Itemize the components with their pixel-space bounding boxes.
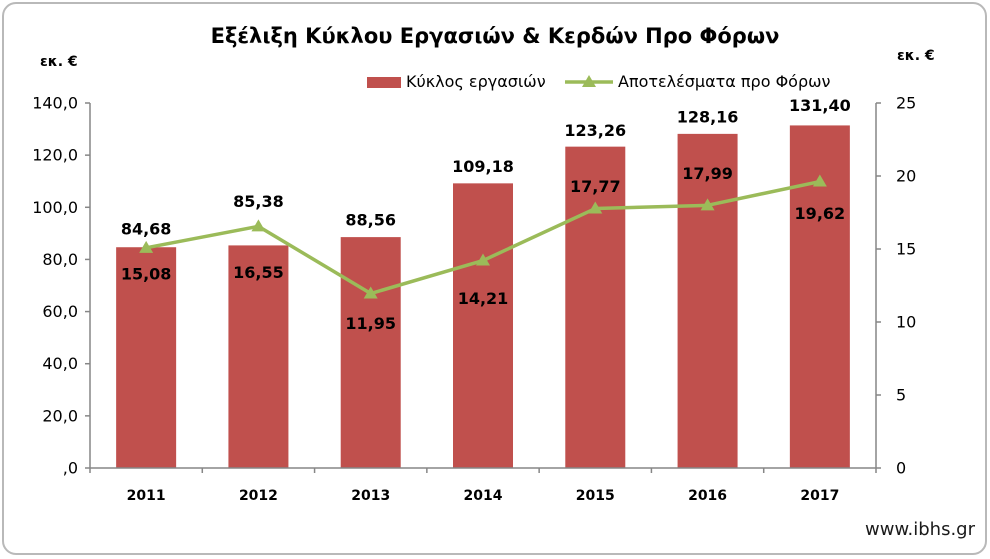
- y-left-tick-label: 60,0: [42, 302, 78, 321]
- y-left-tick-label: 140,0: [32, 94, 78, 113]
- y-right-tick-label: 25: [896, 94, 916, 113]
- x-tick-label-2013: 2013: [351, 488, 390, 504]
- bar-2016: [677, 133, 738, 468]
- y-right-tick-label: 5: [896, 386, 906, 405]
- x-tick-label-2012: 2012: [239, 488, 278, 504]
- legend-key-revenue-bar: [367, 77, 401, 88]
- y-left-tick-label: 80,0: [42, 250, 78, 269]
- y-right-tick-label: 20: [896, 167, 916, 186]
- y-right-tick-label: 0: [896, 459, 906, 478]
- profit-marker-2011: [139, 240, 154, 253]
- bar-data-label-2017: 131,40: [789, 96, 851, 115]
- y-right-tick-label: 10: [896, 313, 916, 332]
- bar-data-label-2014: 109,18: [452, 157, 514, 176]
- profit-marker-2012: [251, 219, 266, 232]
- line-data-label-2011: 15,08: [121, 264, 172, 283]
- x-tick-label-2017: 2017: [800, 488, 839, 504]
- site-url-label: www.ibhs.gr: [865, 519, 975, 540]
- legend-label-revenue: Κύκλος εργασιών: [406, 72, 546, 91]
- y-left-tick-label: ,0: [63, 459, 78, 478]
- bar-data-label-2012: 85,38: [233, 192, 284, 211]
- y-left-tick-label: 100,0: [32, 198, 78, 217]
- line-data-label-2012: 16,55: [233, 263, 284, 282]
- bar-data-label-2013: 88,56: [345, 211, 396, 230]
- bar-data-label-2015: 123,26: [564, 121, 626, 140]
- bar-data-label-2011: 84,68: [121, 220, 172, 239]
- bar-2011: [116, 247, 177, 468]
- y-left-unit-label: εκ. €: [40, 54, 78, 70]
- y-left-tick-label: 120,0: [32, 146, 78, 165]
- bar-2015: [565, 146, 626, 469]
- bar-2012: [228, 245, 289, 468]
- x-tick-label-2011: 2011: [127, 488, 166, 504]
- y-left-tick-label: 20,0: [42, 406, 78, 425]
- line-data-label-2017: 19,62: [795, 204, 846, 223]
- profit-marker-2013: [363, 286, 378, 299]
- line-data-label-2016: 17,99: [682, 164, 733, 183]
- bar-2014: [453, 183, 513, 468]
- legend-triangle-marker: [582, 75, 596, 87]
- x-tick-label-2014: 2014: [464, 488, 503, 504]
- legend-label-profit: Αποτελέσματα προ Φόρων: [618, 72, 831, 91]
- y-right-unit-label: εκ. €: [897, 48, 935, 64]
- profit-marker-2016: [700, 198, 715, 211]
- bar-2013: [340, 237, 401, 468]
- profit-marker-2015: [588, 201, 603, 214]
- y-right-tick-label: 15: [896, 240, 916, 259]
- profit-marker-2014: [476, 253, 490, 266]
- chart-title: Εξέλιξη Κύκλου Εργασιών & Κερδών Προ Φόρ…: [210, 24, 780, 48]
- x-tick-label-2016: 2016: [688, 488, 727, 504]
- bar-data-label-2016: 128,16: [677, 107, 739, 126]
- line-data-label-2013: 11,95: [345, 314, 396, 333]
- y-left-tick-label: 40,0: [42, 354, 78, 373]
- legend-key-profit-line: [565, 75, 613, 87]
- profit-marker-2017: [812, 174, 827, 187]
- line-data-label-2014: 14,21: [458, 289, 509, 308]
- x-tick-label-2015: 2015: [576, 488, 615, 504]
- line-data-label-2015: 17,77: [570, 177, 621, 196]
